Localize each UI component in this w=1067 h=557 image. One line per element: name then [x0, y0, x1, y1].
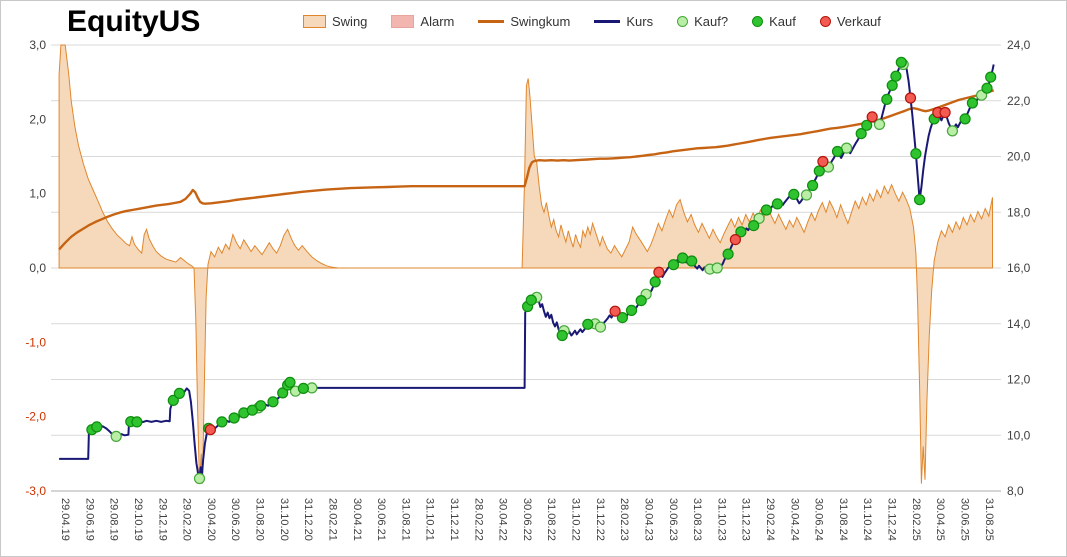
x-axis-tick: 31.12.21: [448, 498, 460, 541]
x-axis-tick: 31.12.24: [886, 498, 898, 541]
left-axis-tick: -1,0: [25, 335, 46, 349]
legend-label: Kauf?: [694, 14, 729, 29]
right-axis-tick: 10,0: [1007, 428, 1031, 442]
x-axis-tick: 29.12.19: [156, 498, 168, 541]
x-axis-tick: 31.12.22: [594, 498, 606, 541]
x-axis-tick: 31.10.20: [278, 498, 290, 541]
x-axis-tick: 30.04.22: [497, 498, 509, 541]
swing-swatch-icon: [303, 15, 326, 28]
x-axis-tick: 31.12.23: [740, 498, 752, 541]
kurs-swatch-icon: [594, 20, 621, 23]
x-axis-tick: 30.04.23: [643, 498, 655, 541]
x-axis-tick: 28.02.23: [618, 498, 630, 541]
x-axis-tick: 29.02.20: [181, 498, 193, 541]
x-axis-tick: 31.10.21: [424, 498, 436, 541]
x-axis-tick: 28.02.25: [910, 498, 922, 541]
chart-title: EquityUS: [67, 5, 201, 38]
legend-item-swingkum[interactable]: Swingkum: [478, 14, 570, 29]
legend-label: Kauf: [769, 14, 796, 29]
left-axis-tick: -3,0: [25, 484, 46, 498]
legend-label: Alarm: [420, 14, 455, 29]
legend-label: Verkauf: [836, 14, 881, 29]
x-axis-tick: 30.06.23: [667, 498, 679, 541]
verkauf-markers[interactable]: [204, 92, 951, 436]
x-axis-tick: 29.10.19: [132, 498, 144, 541]
legend-item-alarm[interactable]: Alarm: [391, 14, 454, 29]
right-axis-tick: 18,0: [1007, 205, 1031, 219]
x-axis-tick: 31.08.24: [837, 498, 849, 541]
kauf-swatch-icon: [752, 16, 764, 27]
x-axis-tick: 31.08.22: [545, 498, 557, 541]
left-axis-tick: 1,0: [29, 187, 46, 201]
legend-item-kauf-q[interactable]: Kauf?: [677, 14, 728, 29]
x-axis-tick: 31.08.20: [254, 498, 266, 541]
legend-item-kurs[interactable]: Kurs: [594, 14, 653, 29]
x-axis-tick: 30.04.21: [351, 498, 363, 541]
x-axis-labels: 29.04.19 29.06.19 29.08.19 29.10.19 29.12.19…: [59, 498, 995, 541]
x-axis-tick: 29.02.24: [764, 498, 776, 541]
left-axis-tick: 2,0: [29, 112, 46, 126]
x-axis-tick: 30.04.20: [205, 498, 217, 541]
left-axis-tick: 3,0: [29, 38, 46, 52]
kauf-q-markers[interactable]: [110, 58, 988, 485]
x-axis-tick: 31.12.20: [302, 498, 314, 541]
right-axis-tick: 24,0: [1007, 38, 1031, 52]
right-axis-tick: 20,0: [1007, 150, 1031, 164]
right-axis-tick: 16,0: [1007, 261, 1031, 275]
x-axis-tick: 28.02.21: [327, 498, 339, 541]
legend-item-verkauf[interactable]: Verkauf: [819, 14, 881, 29]
left-axis-tick: -2,0: [25, 410, 46, 424]
x-axis-tick: 29.06.19: [83, 498, 95, 541]
kauf-markers[interactable]: [86, 56, 997, 436]
right-axis-tick: 14,0: [1007, 317, 1031, 331]
right-axis-tick: 8,0: [1007, 484, 1024, 498]
legend: Swing Alarm Swingkum Kurs Kauf? Kauf Verkauf: [303, 14, 881, 29]
left-axis-tick: 0,0: [29, 261, 46, 275]
x-axis-tick: 28.02.22: [472, 498, 484, 541]
right-axis-labels: 24,0 22,0 20,0 18,0 16,0 14,0 12,0 10,0 8,0: [1007, 38, 1031, 498]
right-axis-tick: 12,0: [1007, 373, 1031, 387]
left-axis-labels: 3,0 2,0 1,0 0,0 -1,0 -2,0 -3,0: [25, 38, 46, 498]
x-axis-tick: 30.06.25: [959, 498, 971, 541]
swing-area-series[interactable]: [58, 44, 993, 484]
x-axis-tick: 31.10.23: [715, 498, 727, 541]
right-axis-tick: 22,0: [1007, 94, 1031, 108]
x-axis-tick: 31.10.22: [570, 498, 582, 541]
kauf-q-swatch-icon: [677, 16, 689, 27]
legend-label: Kurs: [626, 14, 654, 29]
verkauf-swatch-icon: [819, 16, 831, 27]
x-axis-tick: 30.04.24: [788, 498, 800, 541]
x-axis-tick: 31.08.21: [399, 498, 411, 541]
swingkum-swatch-icon: [478, 20, 505, 23]
x-axis-tick: 29.04.19: [59, 498, 71, 541]
x-axis-tick: 29.08.19: [108, 498, 120, 541]
legend-item-kauf[interactable]: Kauf: [752, 14, 796, 29]
x-axis-tick: 30.06.21: [375, 498, 387, 541]
x-axis-tick: 30.06.24: [813, 498, 825, 541]
x-axis-tick: 30.06.22: [521, 498, 533, 541]
legend-label: Swing: [332, 14, 368, 29]
x-axis-tick: 30.04.25: [934, 498, 946, 541]
legend-label: Swingkum: [510, 14, 571, 29]
x-axis-tick: 30.06.20: [229, 498, 241, 541]
x-axis-tick: 31.10.24: [861, 498, 873, 541]
legend-item-swing[interactable]: Swing: [303, 14, 367, 29]
x-axis-tick: 31.08.25: [983, 498, 995, 541]
alarm-swatch-icon: [391, 15, 415, 28]
x-axis-tick: 31.08.23: [691, 498, 703, 541]
